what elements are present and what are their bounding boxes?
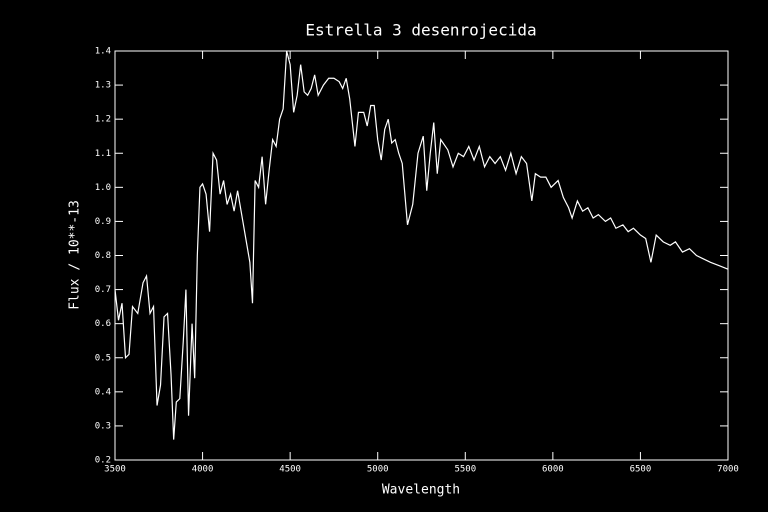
y-tick-label: 1.1 — [95, 149, 111, 159]
x-tick-label: 6000 — [542, 465, 564, 475]
y-tick-label: 1.3 — [95, 81, 111, 91]
y-tick-label: 0.2 — [95, 456, 111, 466]
y-tick-label: 1.0 — [95, 183, 111, 193]
x-axis-label: Wavelength — [382, 483, 460, 498]
x-tick-label: 5500 — [454, 465, 476, 475]
chart-title: Estrella 3 desenrojecida — [305, 21, 536, 40]
y-tick-label: 0.7 — [95, 285, 111, 295]
x-tick-label: 6500 — [630, 465, 652, 475]
x-tick-label: 3500 — [104, 465, 126, 475]
spectrum-line — [114, 50, 729, 440]
x-tick-label: 4000 — [192, 465, 214, 475]
y-tick-label: 1.2 — [95, 115, 111, 125]
y-tick-label: 0.6 — [95, 319, 111, 329]
y-tick-label: 0.8 — [95, 251, 111, 261]
y-axis-label: Flux / 10**-13 — [68, 200, 83, 310]
y-tick-label: 1.4 — [95, 47, 111, 57]
y-tick-label: 0.4 — [95, 387, 111, 397]
y-tick-label: 0.9 — [95, 217, 111, 227]
x-tick-label: 7000 — [717, 465, 739, 475]
y-tick-label: 0.5 — [95, 353, 111, 363]
x-tick-label: 5000 — [367, 465, 389, 475]
x-tick-label: 4500 — [279, 465, 301, 475]
y-tick-label: 0.3 — [95, 421, 111, 431]
